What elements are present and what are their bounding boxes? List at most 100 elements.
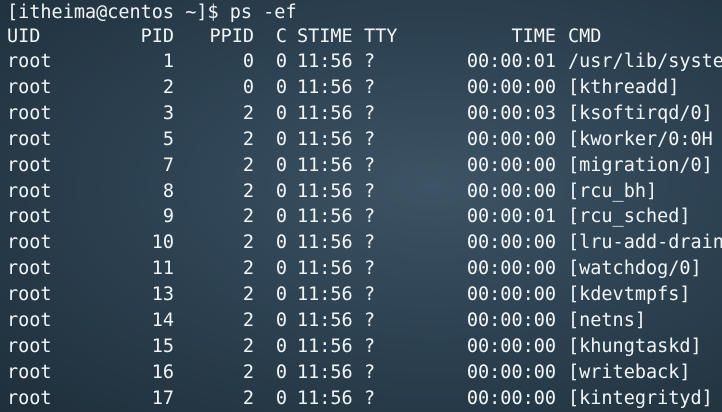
- cell-stime: 11:56: [297, 232, 353, 254]
- cell-ppid: 0: [242, 76, 254, 98]
- header-uid: UID: [7, 26, 41, 47]
- cell-time: 00:00:00: [466, 180, 556, 202]
- cell-cmd: [netns]: [568, 310, 646, 331]
- cell-tty: ?: [364, 361, 376, 383]
- cell-uid: root: [7, 284, 52, 306]
- command-prompt-line: [itheima@centos ~]$ ps -ef: [0, 1, 722, 25]
- cell-stime: 11:56: [297, 180, 353, 202]
- process-row: root 2 0 0 11:56? 00:00:00 [kthreadd]: [0, 76, 722, 100]
- cell-ppid: 2: [242, 387, 254, 409]
- cell-stime: 11:56: [297, 284, 353, 306]
- cell-c: 0: [275, 361, 287, 383]
- cell-time: 00:00:00: [466, 128, 556, 150]
- cell-time: 00:00:01: [466, 206, 556, 228]
- cell-ppid: 2: [242, 335, 254, 357]
- cell-cmd: [lru-add-drain: [568, 232, 722, 254]
- process-table-header: UID PID PPID C STIME TTY TIME CMD: [0, 25, 722, 49]
- process-row: root 13 2 0 11:56? 00:00:00 [kdevtmpfs]: [0, 283, 722, 307]
- cell-time: 00:00:01: [466, 51, 556, 72]
- header-pid: PID: [140, 26, 174, 47]
- cell-uid: root: [7, 335, 52, 357]
- cell-pid: 15: [151, 335, 174, 357]
- cell-uid: root: [7, 76, 52, 98]
- cell-tty: ?: [364, 387, 376, 409]
- process-row: root 7 2 0 11:56? 00:00:00 [migration/0]: [0, 154, 722, 178]
- cell-ppid: 0: [242, 51, 254, 72]
- cell-ppid: 2: [242, 154, 254, 176]
- cell-pid: 5: [162, 128, 174, 150]
- cell-stime: 11:56: [297, 335, 353, 357]
- process-row: root 17 2 0 11:56? 00:00:00 [kintegrityd]: [0, 387, 722, 411]
- cell-pid: 2: [162, 76, 174, 98]
- cell-stime: 11:56: [297, 154, 353, 176]
- cell-ppid: 2: [242, 284, 254, 306]
- cell-cmd: [rcu_sched]: [568, 206, 691, 228]
- command-prompt: [itheima@centos ~]$ ps -ef: [7, 2, 297, 23]
- cell-cmd: [watchdog/0]: [568, 258, 702, 280]
- cell-ppid: 2: [242, 310, 254, 331]
- cell-ppid: 2: [242, 232, 254, 254]
- process-row: root 15 2 0 11:56? 00:00:00 [khungtaskd]: [0, 335, 722, 359]
- cell-tty: ?: [364, 232, 376, 254]
- cell-pid: 7: [162, 154, 174, 176]
- cell-pid: 9: [162, 206, 174, 228]
- cell-stime: 11:56: [297, 387, 353, 409]
- cell-c: 0: [275, 206, 287, 228]
- cell-tty: ?: [364, 51, 376, 72]
- process-row: root 3 2 0 11:56? 00:00:03 [ksoftirqd/0]: [0, 102, 722, 126]
- cell-c: 0: [275, 180, 287, 202]
- process-row: root 1 0 0 11:56? 00:00:01/usr/lib/syste: [0, 50, 722, 74]
- cell-c: 0: [275, 387, 287, 409]
- cell-c: 0: [275, 128, 287, 150]
- cell-cmd: [kworker/0:0H: [568, 128, 713, 150]
- process-row: root 16 2 0 11:56? 00:00:00 [writeback]: [0, 361, 722, 385]
- cell-c: 0: [275, 51, 287, 72]
- cell-tty: ?: [364, 284, 376, 306]
- cell-cmd: [writeback]: [568, 361, 691, 383]
- cell-pid: 8: [162, 180, 174, 202]
- cell-tty: ?: [364, 154, 376, 176]
- cell-stime: 11:56: [297, 51, 353, 72]
- header-cmd: CMD: [568, 26, 602, 47]
- cell-tty: ?: [364, 128, 376, 150]
- cell-tty: ?: [364, 206, 376, 228]
- cell-stime: 11:56: [297, 258, 353, 280]
- cell-cmd: /usr/lib/syste: [568, 51, 722, 72]
- header-time: TIME: [511, 26, 556, 47]
- header-ppid: PPID: [209, 26, 254, 47]
- process-row: root 8 2 0 11:56? 00:00:00 [rcu_bh]: [0, 180, 722, 204]
- cell-time: 00:00:00: [466, 361, 556, 383]
- cell-stime: 11:56: [297, 102, 353, 124]
- cell-c: 0: [275, 310, 287, 331]
- cell-uid: root: [7, 128, 52, 150]
- cell-c: 0: [275, 258, 287, 280]
- cell-uid: root: [7, 361, 52, 383]
- cell-uid: root: [7, 206, 52, 228]
- cell-uid: root: [7, 180, 52, 202]
- cell-c: 0: [275, 232, 287, 254]
- cell-c: 0: [275, 335, 287, 357]
- process-row: root 5 2 0 11:56? 00:00:00 [kworker/0:0H: [0, 128, 722, 152]
- cell-pid: 16: [151, 361, 174, 383]
- cell-cmd: [ksoftirqd/0]: [568, 102, 713, 124]
- cell-time: 00:00:00: [466, 387, 556, 409]
- cell-uid: root: [7, 258, 52, 280]
- cell-stime: 11:56: [297, 76, 353, 98]
- cell-pid: 3: [162, 102, 174, 124]
- cell-c: 0: [275, 76, 287, 98]
- cell-pid: 10: [151, 232, 174, 254]
- cell-tty: ?: [364, 258, 376, 280]
- cell-tty: ?: [364, 335, 376, 357]
- cell-pid: 1: [162, 51, 174, 72]
- cell-pid: 11: [151, 258, 174, 280]
- cell-c: 0: [275, 284, 287, 306]
- cell-stime: 11:56: [297, 310, 353, 331]
- cell-uid: root: [7, 51, 52, 72]
- cell-pid: 13: [151, 284, 174, 306]
- cell-time: 00:00:00: [466, 258, 556, 280]
- cell-ppid: 2: [242, 258, 254, 280]
- cell-uid: root: [7, 154, 52, 176]
- cell-uid: root: [7, 232, 52, 254]
- header-stime: STIME: [297, 26, 353, 47]
